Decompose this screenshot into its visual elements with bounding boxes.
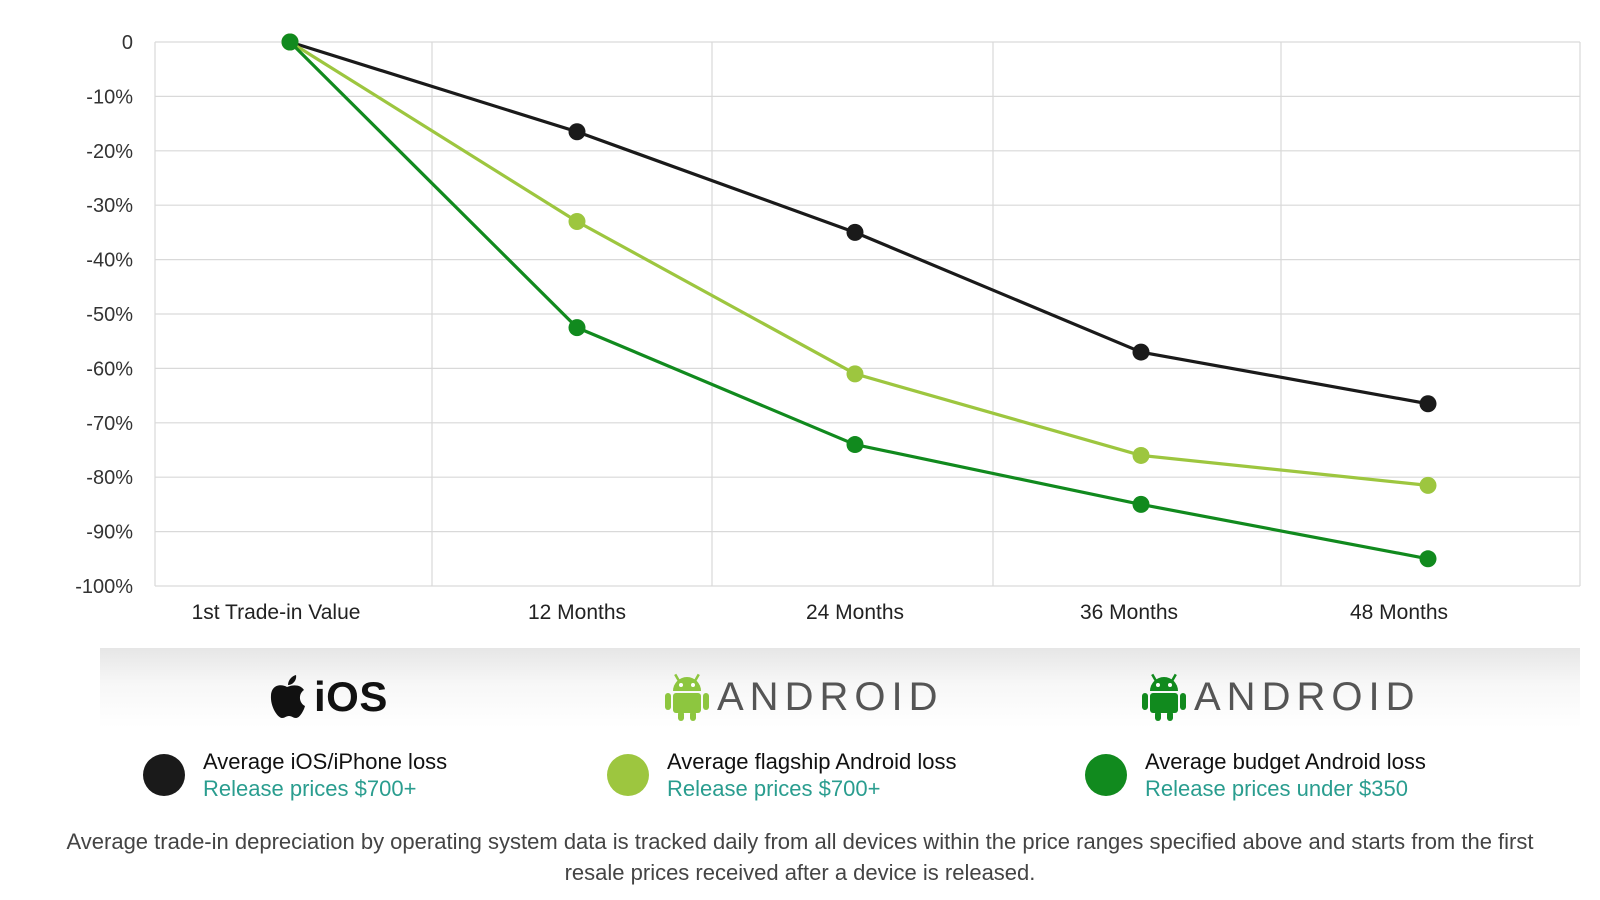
android-robot-icon bbox=[665, 673, 709, 721]
y-tick-label: -40% bbox=[86, 250, 133, 272]
y-axis-ticks: 0 -10% -20% -30% -40% -50% -60% -70% -80% -90% -10… bbox=[75, 32, 133, 598]
y-tick-label: -70% bbox=[86, 413, 133, 435]
series-line-1 bbox=[289, 40, 1429, 487]
legend-item-android-flagship: Average flagship Android loss Release pr… bbox=[607, 748, 956, 802]
y-tick-label: -80% bbox=[86, 467, 133, 489]
data-point bbox=[568, 123, 586, 141]
series-line-2 bbox=[288, 40, 1429, 561]
y-tick-label: -50% bbox=[86, 304, 133, 326]
y-tick-label: -30% bbox=[86, 195, 133, 217]
chart-grid bbox=[154, 41, 1581, 587]
y-tick-label: 0 bbox=[122, 32, 133, 54]
legend-dot-android-budget bbox=[1085, 754, 1127, 796]
brand-android-flagship-label: ANDROID bbox=[717, 674, 944, 719]
legend-item-android-budget: Average budget Android loss Release pric… bbox=[1085, 748, 1426, 802]
chart-series bbox=[281, 33, 1437, 568]
android-robot-icon bbox=[1142, 673, 1186, 721]
footnote: Average trade-in depreciation by operati… bbox=[66, 829, 1534, 885]
x-axis-ticks: 1st Trade-in Value 12 Months 24 Months 36 M… bbox=[192, 601, 1448, 624]
data-point bbox=[1419, 476, 1437, 494]
legend-title-ios: Average iOS/iPhone loss bbox=[203, 749, 448, 774]
legend-band bbox=[100, 648, 1580, 728]
data-point bbox=[1132, 446, 1150, 464]
legend-title-android-budget: Average budget Android loss bbox=[1145, 749, 1426, 774]
brand-ios: iOS bbox=[268, 672, 388, 722]
y-tick-label: -20% bbox=[86, 141, 133, 163]
brand-ios-label: iOS bbox=[314, 673, 388, 720]
legend-dot-android-flagship bbox=[607, 754, 649, 796]
x-tick-label: 1st Trade-in Value bbox=[192, 601, 361, 624]
x-tick-label: 48 Months bbox=[1350, 601, 1448, 624]
legend-item-ios: Average iOS/iPhone loss Release prices $… bbox=[143, 748, 447, 802]
legend-title-android-flagship: Average flagship Android loss bbox=[667, 749, 957, 774]
y-tick-label: -90% bbox=[86, 522, 133, 544]
data-point bbox=[1419, 395, 1437, 413]
data-point bbox=[568, 213, 586, 231]
data-point bbox=[846, 365, 864, 383]
data-point bbox=[846, 223, 864, 241]
legend-subtitle-android-flagship: Release prices $700+ bbox=[667, 776, 881, 801]
brand-android-flagship: ANDROID bbox=[665, 672, 943, 722]
brand-android-budget: ANDROID bbox=[1142, 672, 1420, 722]
x-tick-label: 24 Months bbox=[806, 601, 904, 624]
legend-subtitle-ios: Release prices $700+ bbox=[203, 776, 417, 801]
y-tick-label: -60% bbox=[86, 358, 133, 380]
data-point bbox=[281, 33, 299, 51]
line-chart: 0 -10% -20% -30% -40% -50% -60% -70% -80% -90% -10… bbox=[75, 32, 1581, 624]
apple-icon bbox=[270, 675, 305, 718]
legend-dot-ios bbox=[143, 754, 185, 796]
data-point bbox=[1419, 550, 1437, 568]
x-tick-label: 36 Months bbox=[1080, 601, 1178, 624]
y-tick-label: -100% bbox=[75, 576, 133, 598]
data-point bbox=[1132, 343, 1150, 361]
y-tick-label: -10% bbox=[86, 86, 133, 108]
data-point bbox=[1132, 495, 1150, 513]
x-tick-label: 12 Months bbox=[528, 601, 626, 624]
legend-subtitle-android-budget: Release prices under $350 bbox=[1145, 776, 1408, 801]
brand-android-budget-label: ANDROID bbox=[1194, 674, 1421, 719]
data-point bbox=[846, 436, 864, 454]
data-point bbox=[568, 319, 586, 337]
